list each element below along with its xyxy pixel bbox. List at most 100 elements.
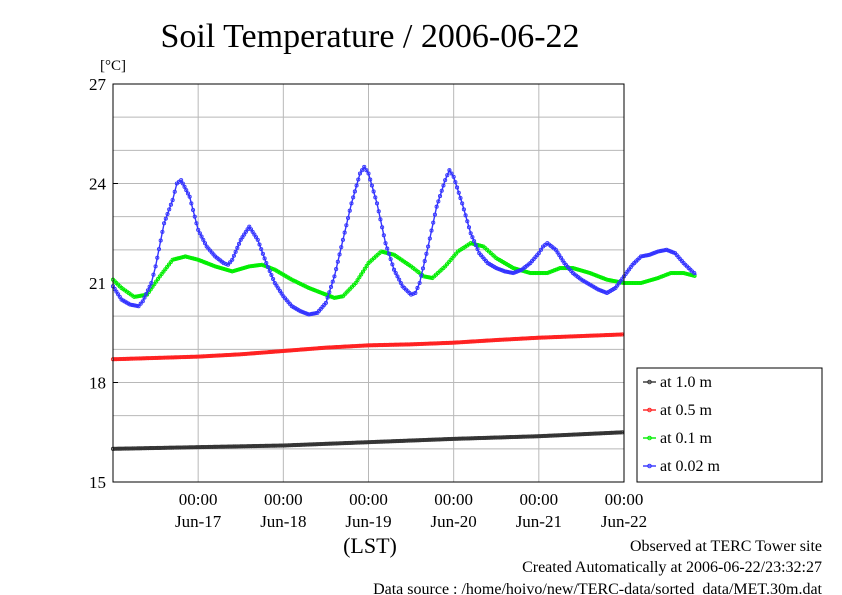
data-point bbox=[475, 247, 480, 252]
data-point bbox=[250, 263, 255, 268]
data-point bbox=[255, 237, 260, 242]
x-tick-time-label: 00:00 bbox=[349, 490, 388, 509]
y-tick-label: 24 bbox=[89, 175, 107, 194]
data-point bbox=[160, 229, 165, 234]
y-tick-label: 15 bbox=[89, 473, 106, 492]
data-point bbox=[356, 177, 361, 182]
data-point bbox=[393, 270, 398, 276]
data-point bbox=[347, 208, 352, 213]
data-point bbox=[376, 209, 381, 214]
data-point bbox=[201, 237, 206, 242]
data-point bbox=[427, 236, 432, 241]
data-point bbox=[618, 430, 623, 435]
data-point bbox=[132, 294, 137, 299]
data-point bbox=[357, 275, 362, 280]
data-point bbox=[192, 214, 197, 219]
data-point bbox=[424, 251, 429, 256]
data-point bbox=[368, 177, 373, 182]
data-point bbox=[147, 284, 152, 289]
data-point bbox=[168, 202, 173, 207]
data-point bbox=[254, 263, 259, 268]
data-point bbox=[390, 262, 395, 267]
data-point bbox=[339, 245, 344, 250]
data-point bbox=[145, 288, 150, 293]
series-at-0-02-m bbox=[110, 164, 697, 317]
x-tick-date-label: Jun-17 bbox=[175, 512, 222, 531]
data-point bbox=[135, 294, 140, 299]
data-point bbox=[413, 290, 418, 296]
data-point bbox=[172, 257, 177, 262]
data-point bbox=[259, 247, 264, 252]
data-point bbox=[362, 164, 367, 169]
data-point bbox=[236, 241, 242, 246]
data-point bbox=[411, 291, 416, 296]
data-point bbox=[681, 270, 686, 276]
legend-label: at 1.0 m bbox=[660, 374, 713, 391]
data-point bbox=[439, 188, 444, 193]
legend-swatch-marker bbox=[647, 379, 652, 385]
data-point bbox=[456, 190, 461, 195]
y-axis-unit-label: [°C] bbox=[100, 58, 126, 74]
x-tick-time-label: 00:00 bbox=[434, 490, 473, 509]
data-point bbox=[151, 272, 156, 277]
legend-label: at 0.5 m bbox=[660, 402, 713, 419]
legend-swatch-marker bbox=[647, 435, 652, 441]
data-point bbox=[202, 241, 208, 246]
data-point bbox=[194, 221, 199, 226]
data-point bbox=[267, 269, 272, 274]
chart-title: Soil Temperature / 2006-06-22 bbox=[160, 18, 579, 55]
data-point bbox=[231, 253, 236, 258]
data-point bbox=[468, 241, 473, 246]
data-point bbox=[139, 293, 144, 298]
data-point bbox=[186, 255, 192, 260]
data-point bbox=[137, 293, 142, 298]
legend-box bbox=[636, 367, 823, 483]
data-point bbox=[339, 294, 344, 299]
data-point bbox=[344, 223, 349, 228]
data-point bbox=[536, 251, 541, 256]
data-point bbox=[366, 171, 371, 176]
data-point bbox=[249, 264, 254, 269]
data-point bbox=[683, 271, 688, 276]
data-point bbox=[167, 207, 172, 212]
data-point bbox=[182, 184, 187, 189]
data-point bbox=[538, 247, 544, 252]
data-point bbox=[688, 272, 693, 278]
data-point bbox=[155, 276, 161, 282]
data-point bbox=[179, 178, 184, 183]
legend-item: at 0.5 m bbox=[643, 402, 713, 419]
data-point bbox=[260, 251, 265, 256]
data-point bbox=[330, 279, 335, 284]
y-tick-label: 18 bbox=[89, 374, 106, 393]
x-tick-date-label: Jun-22 bbox=[601, 512, 647, 531]
x-axis-tick-labels: 00:00 Jun-17 00:00 Jun-18 00:00 Jun-19 00:00 Ju… bbox=[175, 490, 647, 531]
legend-item: at 0.1 m bbox=[643, 430, 713, 447]
data-point bbox=[352, 189, 357, 194]
data-point bbox=[687, 272, 692, 277]
data-point bbox=[431, 220, 436, 225]
data-point bbox=[374, 201, 380, 206]
legend-swatch-marker bbox=[647, 407, 652, 413]
data-point bbox=[360, 168, 365, 173]
data-point bbox=[325, 295, 330, 300]
data-point bbox=[453, 180, 458, 185]
data-point bbox=[194, 257, 199, 262]
data-point bbox=[379, 249, 384, 254]
data-series bbox=[110, 164, 697, 451]
data-point bbox=[428, 275, 433, 280]
data-point bbox=[381, 249, 386, 255]
data-point bbox=[426, 244, 431, 249]
data-point bbox=[149, 280, 154, 286]
data-point bbox=[679, 270, 684, 276]
data-point bbox=[397, 277, 402, 282]
legend-label: at 0.1 m bbox=[660, 430, 713, 447]
data-point bbox=[349, 201, 354, 206]
data-point bbox=[191, 207, 196, 213]
data-point bbox=[199, 234, 204, 239]
data-point bbox=[409, 292, 414, 297]
legend-swatch-marker bbox=[647, 463, 652, 469]
data-source-note: Data source : /home/hoivo/new/TERC-data/… bbox=[373, 581, 822, 595]
data-point bbox=[364, 263, 369, 268]
data-point bbox=[342, 230, 347, 235]
data-point bbox=[340, 237, 346, 242]
